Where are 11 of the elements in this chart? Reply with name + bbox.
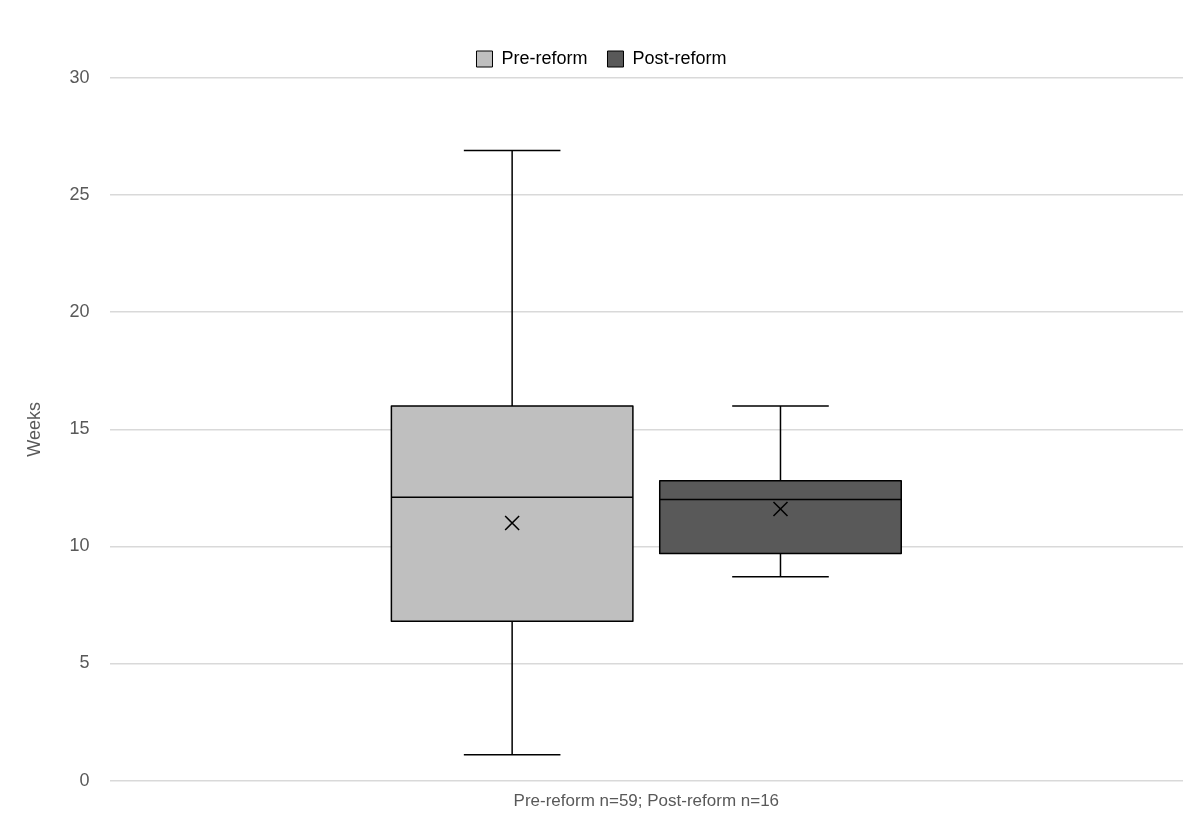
y-tick-label: 30 (69, 66, 90, 87)
y-tick-label: 0 (79, 769, 90, 790)
y-tick-label: 25 (69, 184, 90, 205)
y-tick-label: 10 (69, 535, 90, 556)
y-tick-label: 15 (69, 418, 90, 439)
y-tick-label: 20 (69, 301, 90, 322)
x-tick-label: Pre-reform n=59; Post-reform n=16 (513, 791, 780, 811)
legend-label: Pre-reform (501, 47, 588, 68)
y-axis-title: Weeks (23, 401, 44, 457)
legend-label: Post-reform (632, 47, 727, 68)
y-tick-label: 5 (79, 652, 90, 673)
